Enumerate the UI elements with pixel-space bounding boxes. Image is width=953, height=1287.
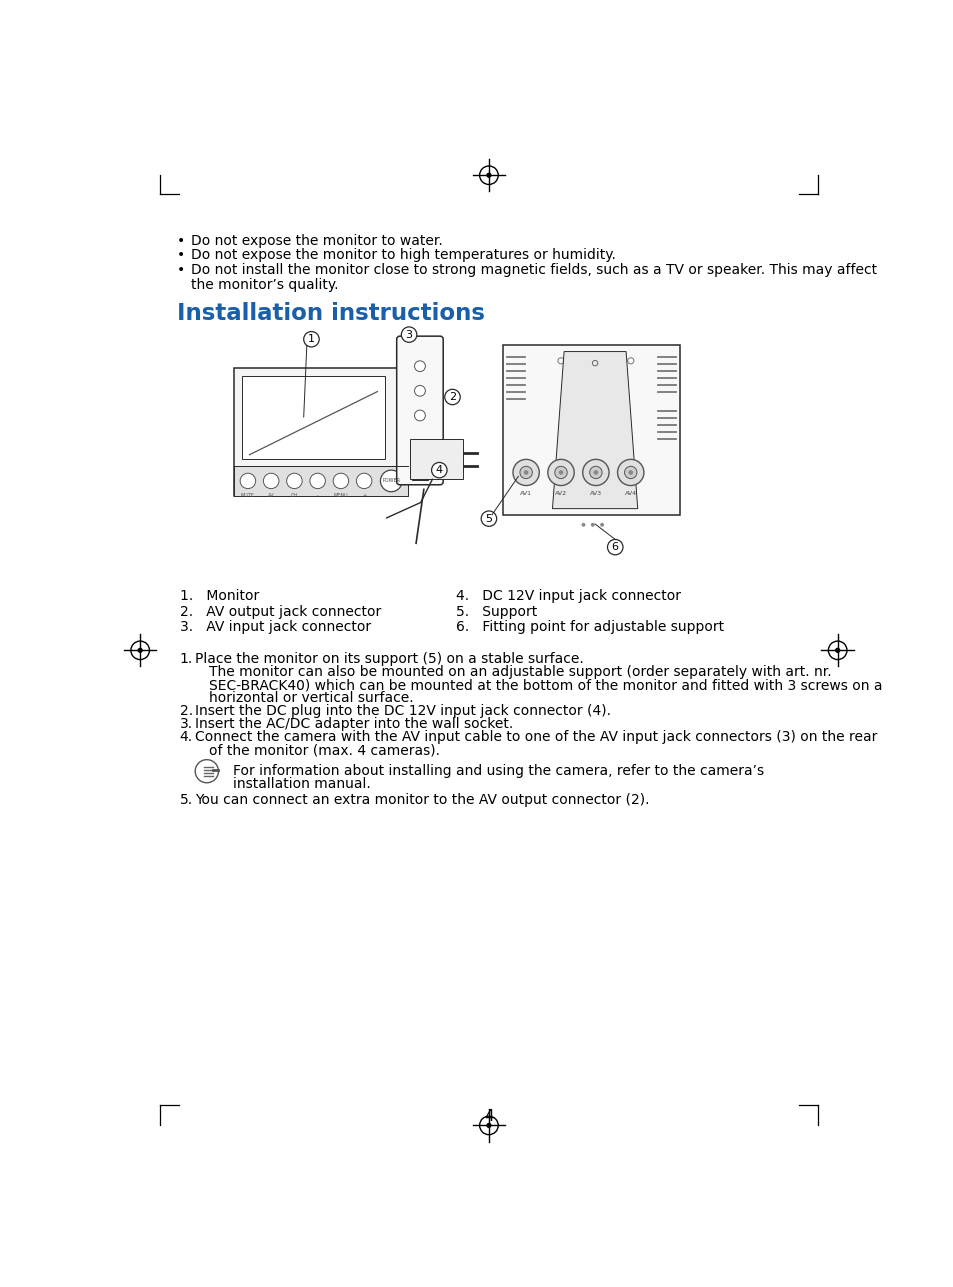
Text: 3.: 3. xyxy=(179,717,193,731)
Bar xyxy=(233,368,408,495)
Circle shape xyxy=(589,466,601,479)
Text: SEC-BRACK40) which can be mounted at the bottom of the monitor and fitted with 3: SEC-BRACK40) which can be mounted at the… xyxy=(209,678,882,692)
Circle shape xyxy=(303,332,319,347)
Circle shape xyxy=(607,539,622,555)
Text: AV1: AV1 xyxy=(519,490,532,495)
Circle shape xyxy=(628,470,633,475)
Circle shape xyxy=(590,523,594,526)
Circle shape xyxy=(310,474,325,489)
Text: Place the monitor on its support (5) on a stable surface.: Place the monitor on its support (5) on … xyxy=(195,651,583,665)
Circle shape xyxy=(356,474,372,489)
Circle shape xyxy=(581,523,585,526)
Text: 6.   Fitting point for adjustable support: 6. Fitting point for adjustable support xyxy=(456,620,723,634)
Text: MUTE: MUTE xyxy=(241,493,254,498)
Circle shape xyxy=(263,474,278,489)
Circle shape xyxy=(835,649,839,653)
Text: 4: 4 xyxy=(483,1109,494,1125)
Circle shape xyxy=(547,459,574,485)
Text: •: • xyxy=(177,263,186,277)
Text: -: - xyxy=(316,493,318,498)
Text: 2: 2 xyxy=(449,393,456,402)
Text: AV: AV xyxy=(268,493,274,498)
Text: 1.: 1. xyxy=(179,651,193,665)
Circle shape xyxy=(555,466,567,479)
Text: 5.: 5. xyxy=(179,793,193,807)
Bar xyxy=(233,466,408,495)
Circle shape xyxy=(415,360,425,372)
Circle shape xyxy=(401,327,416,342)
Text: •: • xyxy=(177,248,186,263)
Circle shape xyxy=(624,466,637,479)
Text: Insert the DC plug into the DC 12V input jack connector (4).: Insert the DC plug into the DC 12V input… xyxy=(195,704,611,718)
Circle shape xyxy=(415,385,425,396)
Text: 4: 4 xyxy=(436,465,442,475)
Text: 3.   AV input jack connector: 3. AV input jack connector xyxy=(179,620,371,634)
Circle shape xyxy=(593,470,598,475)
Circle shape xyxy=(333,474,348,489)
Text: 4.: 4. xyxy=(179,731,193,744)
Circle shape xyxy=(582,459,608,485)
Circle shape xyxy=(486,1124,491,1127)
Text: Do not expose the monitor to water.: Do not expose the monitor to water. xyxy=(192,234,442,248)
Circle shape xyxy=(480,511,497,526)
Text: AV4: AV4 xyxy=(624,490,637,495)
Circle shape xyxy=(599,523,603,526)
Text: 5.   Support: 5. Support xyxy=(456,605,537,619)
Polygon shape xyxy=(552,351,637,508)
Text: For information about installing and using the camera, refer to the camera’s: For information about installing and usi… xyxy=(233,763,763,777)
Bar xyxy=(502,345,679,515)
Circle shape xyxy=(431,462,447,477)
Text: POWER: POWER xyxy=(382,479,400,484)
Text: 3: 3 xyxy=(405,329,412,340)
Text: Do not expose the monitor to high temperatures or humidity.: Do not expose the monitor to high temper… xyxy=(192,248,616,263)
Text: Do not install the monitor close to strong magnetic fields, such as a TV or spea: Do not install the monitor close to stro… xyxy=(192,263,877,277)
Text: •: • xyxy=(177,234,186,248)
Text: Insert the AC/DC adapter into the wall socket.: Insert the AC/DC adapter into the wall s… xyxy=(195,717,513,731)
Bar xyxy=(410,439,462,479)
Text: 2.: 2. xyxy=(179,704,193,718)
Circle shape xyxy=(444,389,459,404)
Circle shape xyxy=(138,649,142,653)
Text: installation manual.: installation manual. xyxy=(233,776,371,790)
Text: 1.   Monitor: 1. Monitor xyxy=(179,589,258,604)
Text: Connect the camera with the AV input cable to one of the AV input jack connector: Connect the camera with the AV input cab… xyxy=(195,731,877,744)
Text: You can connect an extra monitor to the AV output connector (2).: You can connect an extra monitor to the … xyxy=(195,793,649,807)
Circle shape xyxy=(486,174,491,178)
Text: 1: 1 xyxy=(308,335,314,344)
Circle shape xyxy=(415,411,425,421)
Bar xyxy=(241,376,385,458)
Text: of the monitor (max. 4 cameras).: of the monitor (max. 4 cameras). xyxy=(209,744,439,758)
Text: horizontal or vertical surface.: horizontal or vertical surface. xyxy=(209,691,414,705)
Circle shape xyxy=(380,470,402,492)
FancyBboxPatch shape xyxy=(396,336,443,485)
Text: MENU: MENU xyxy=(334,493,348,498)
Circle shape xyxy=(617,459,643,485)
Circle shape xyxy=(519,466,532,479)
Circle shape xyxy=(558,470,562,475)
Circle shape xyxy=(523,470,528,475)
Text: the monitor’s quality.: the monitor’s quality. xyxy=(192,278,338,292)
Text: 5: 5 xyxy=(485,514,492,524)
Text: The monitor can also be mounted on an adjustable support (order separately with : The monitor can also be mounted on an ad… xyxy=(209,665,831,680)
Bar xyxy=(412,471,427,480)
Text: AV2: AV2 xyxy=(555,490,566,495)
Text: 2.   AV output jack connector: 2. AV output jack connector xyxy=(179,605,380,619)
Text: 6: 6 xyxy=(611,542,618,552)
Text: Installation instructions: Installation instructions xyxy=(177,302,485,326)
Text: CH: CH xyxy=(291,493,297,498)
Text: AV3: AV3 xyxy=(589,490,601,495)
Text: 4.   DC 12V input jack connector: 4. DC 12V input jack connector xyxy=(456,589,680,604)
Circle shape xyxy=(286,474,302,489)
Circle shape xyxy=(240,474,255,489)
Circle shape xyxy=(513,459,538,485)
Text: +: + xyxy=(362,493,366,498)
